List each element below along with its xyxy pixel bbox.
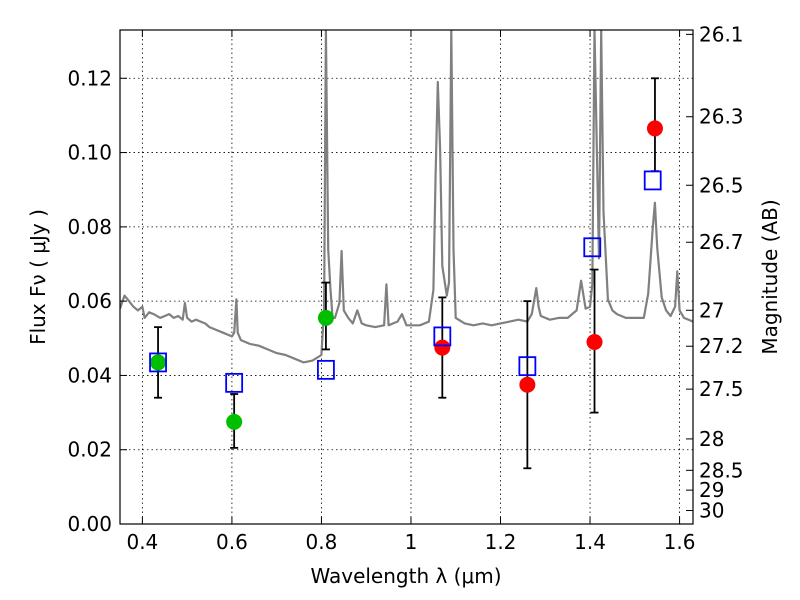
magnitude-axis-title: Magnitude (AB) — [758, 199, 782, 354]
photometry-marker-layer — [149, 120, 663, 430]
x-tick-label: 0.6 — [216, 530, 248, 554]
magnitude-tick-label: 29 — [699, 478, 724, 502]
y-tick-label: 0.00 — [67, 512, 112, 536]
x-tick-label: 1.2 — [485, 530, 517, 554]
magnitude-tick-label: 27.2 — [699, 334, 744, 358]
y-tick-label: 0.04 — [67, 363, 112, 387]
y-axis-title: Flux Fν ( μJy ) — [26, 209, 50, 345]
magnitude-tick-label: 26.3 — [699, 105, 744, 129]
model-photometry-square — [433, 326, 452, 347]
x-tick-label: 0.4 — [126, 530, 158, 554]
tick-labels: 0.4 0.6 0.8 1 1.2 1.4 1.6 0.00 0.02 0.04 0.06 0.08 0… — [67, 22, 743, 554]
x-tick-label: 1 — [405, 530, 418, 554]
magnitude-tick-label: 30 — [699, 499, 724, 523]
nir-photometry-point — [586, 334, 603, 350]
x-tick-label: 1.6 — [664, 530, 696, 554]
model-photometry-square — [225, 372, 244, 393]
magnitude-tick-label: 27.5 — [699, 377, 744, 401]
magnitude-tick-label: 28 — [699, 427, 724, 451]
magnitude-tick-label: 26.5 — [699, 173, 744, 197]
y-tick-label: 0.02 — [67, 438, 112, 462]
magnitude-tick-label: 26.7 — [699, 230, 744, 254]
y-tick-label: 0.06 — [67, 289, 112, 313]
optical-photometry-point — [226, 413, 243, 430]
y-tick-label: 0.08 — [67, 215, 112, 239]
nir-photometry-point — [646, 120, 663, 137]
nir-photometry-point — [519, 376, 536, 393]
magnitude-tick-label: 28.5 — [699, 458, 744, 482]
model-photometry-square — [149, 352, 167, 373]
plot-frame — [119, 29, 694, 525]
y-tick-label: 0.12 — [67, 66, 112, 90]
axis-ticks — [120, 30, 693, 525]
model-spectrum-layer — [120, 30, 693, 364]
magnitude-tick-label: 27 — [699, 298, 724, 322]
x-tick-label: 0.8 — [306, 530, 338, 554]
optical-photometry-point — [317, 309, 334, 326]
nir-photometry-point — [434, 339, 451, 356]
model-spectrum-line — [120, 30, 693, 364]
model-photometry-square — [643, 170, 662, 191]
plot-area — [120, 30, 693, 524]
y-tick-label: 0.10 — [67, 141, 112, 165]
model-photometry-square — [317, 359, 335, 380]
model-photometry-square — [583, 237, 602, 258]
x-axis-title: Wavelength λ (μm) — [310, 564, 501, 588]
optical-photometry-point — [150, 354, 167, 371]
model-photometry-square — [518, 356, 537, 377]
x-tick-label: 1.4 — [574, 530, 606, 554]
magnitude-tick-label: 26.1 — [699, 22, 744, 46]
